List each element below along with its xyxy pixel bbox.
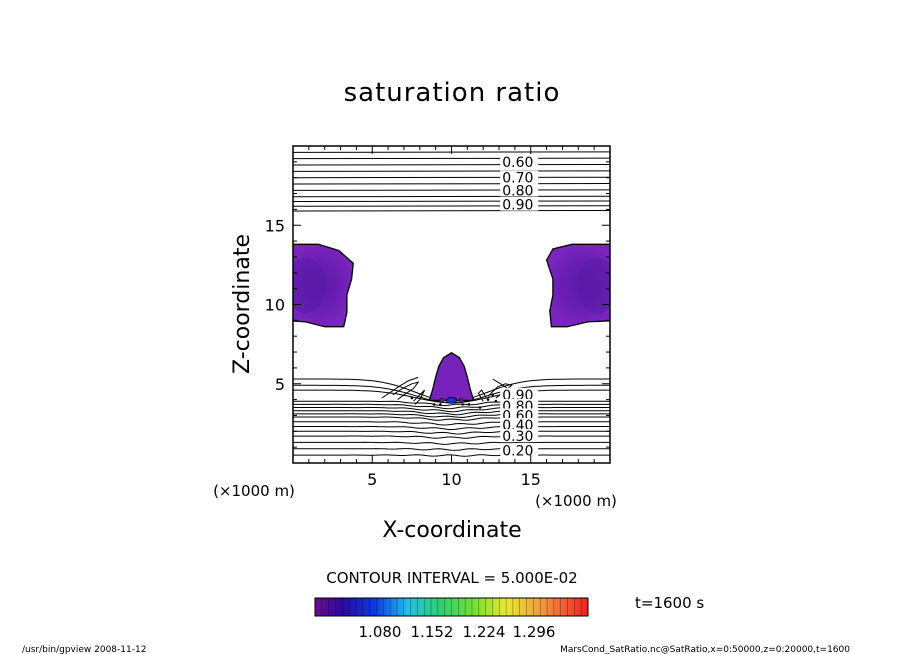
right-supersaturation-core [577, 257, 610, 314]
footer-left: /usr/bin/gpview 2008-11-12 [22, 645, 146, 654]
contour-label-bg [500, 154, 539, 168]
upper-contour-label: 0.90 [502, 198, 533, 214]
upper-contour-line [293, 183, 610, 185]
contour-dot [494, 399, 498, 403]
contour-label-bg [500, 197, 539, 211]
lower-contour-line [293, 454, 610, 457]
lower-contour-line [293, 426, 610, 431]
x-tick-label: 10 [441, 470, 461, 489]
lower-contour-line [293, 416, 610, 421]
turbulent-contour [381, 376, 419, 399]
colorbar-tick-label: 1.080 [359, 623, 402, 641]
contour-dot [432, 403, 436, 406]
lower-contour-line [293, 430, 610, 435]
colorbar-ticks [321, 598, 582, 616]
upper-contour-line [293, 209, 610, 212]
contour-label-bg [500, 443, 539, 457]
contour-dot [439, 403, 442, 406]
contour-label-bg [500, 417, 539, 431]
y-axis-label: Z-coordinate [230, 234, 255, 374]
upper-contour-line [293, 200, 610, 202]
supersaturation-cell [458, 398, 464, 403]
supersaturation-cell [439, 398, 445, 403]
colorbar-labels: 1.080 1.152 1.224 1.296 [359, 623, 556, 641]
x-unit-label: (×1000 m) [535, 492, 617, 510]
lower-contour-line [293, 421, 610, 426]
upper-contour-line [293, 189, 610, 191]
left-supersaturation-core [293, 257, 326, 314]
contour-dot [461, 403, 464, 406]
lower-contour-line [293, 441, 610, 445]
contour-label-bg [500, 387, 539, 401]
lower-contour-line [293, 448, 610, 451]
x-axis-label: X-coordinate [382, 518, 521, 543]
upper-contour-line [293, 195, 610, 198]
axis-ticks: 5 10 15 5 10 15 [265, 145, 611, 489]
footer-right: MarsCond_SatRatio.nc@SatRatio,x=0:50000,… [560, 645, 850, 654]
turbulent-contour [477, 389, 487, 402]
upper-contour-line [293, 205, 610, 207]
upper-contour-label: 0.60 [502, 155, 533, 171]
colorbar-tick-label: 1.224 [463, 623, 506, 641]
contour-label-bg [500, 183, 539, 197]
upper-contour-line [293, 164, 610, 166]
chart-title: saturation ratio [344, 78, 561, 108]
lower-contour-line [293, 403, 610, 410]
y-tick-label: 5 [275, 375, 285, 394]
supersaturation-core [446, 396, 457, 404]
upper-contour-line [293, 157, 610, 160]
upper-contour-label: 0.80 [502, 183, 533, 199]
contour-dot [491, 393, 495, 397]
lower-contour-label: 0.20 [502, 443, 533, 459]
lower-contour-line [293, 400, 610, 407]
contour-dot [410, 396, 414, 400]
turbulent-contour [413, 389, 426, 405]
lower-contour-line [293, 435, 610, 439]
y-tick-label: 15 [265, 216, 285, 235]
lower-contour-line [293, 413, 610, 418]
upper-contour-label: 0.70 [502, 171, 533, 187]
lower-contour-line [293, 410, 610, 416]
central-supersaturation-region [428, 352, 475, 402]
contour-dot [486, 398, 490, 401]
x-tick-label: 5 [367, 470, 377, 489]
contour-dot [467, 403, 471, 406]
lower-contour-label: 0.30 [502, 429, 533, 445]
upper-contour-line [293, 176, 610, 179]
turbulent-contour [392, 381, 420, 400]
contour-plot-area: 0.600.700.800.900.900.800.600.400.300.20 [293, 151, 610, 459]
contour-interval-label: CONTOUR INTERVAL = 5.000E-02 [326, 569, 577, 587]
colorbar-tick-label: 1.152 [411, 623, 454, 641]
time-label: t=1600 s [635, 594, 704, 612]
contour-label-bg [500, 170, 539, 184]
contour-label-bg [500, 429, 539, 443]
x-tick-label: 15 [521, 470, 541, 489]
upper-contour-line [293, 170, 610, 172]
colorbar-tick-label: 1.296 [513, 623, 556, 641]
contour-dot [478, 406, 482, 409]
y-tick-label: 10 [265, 296, 285, 315]
lower-contour-line [293, 407, 610, 413]
z-unit-label: (×1000 m) [213, 482, 295, 500]
